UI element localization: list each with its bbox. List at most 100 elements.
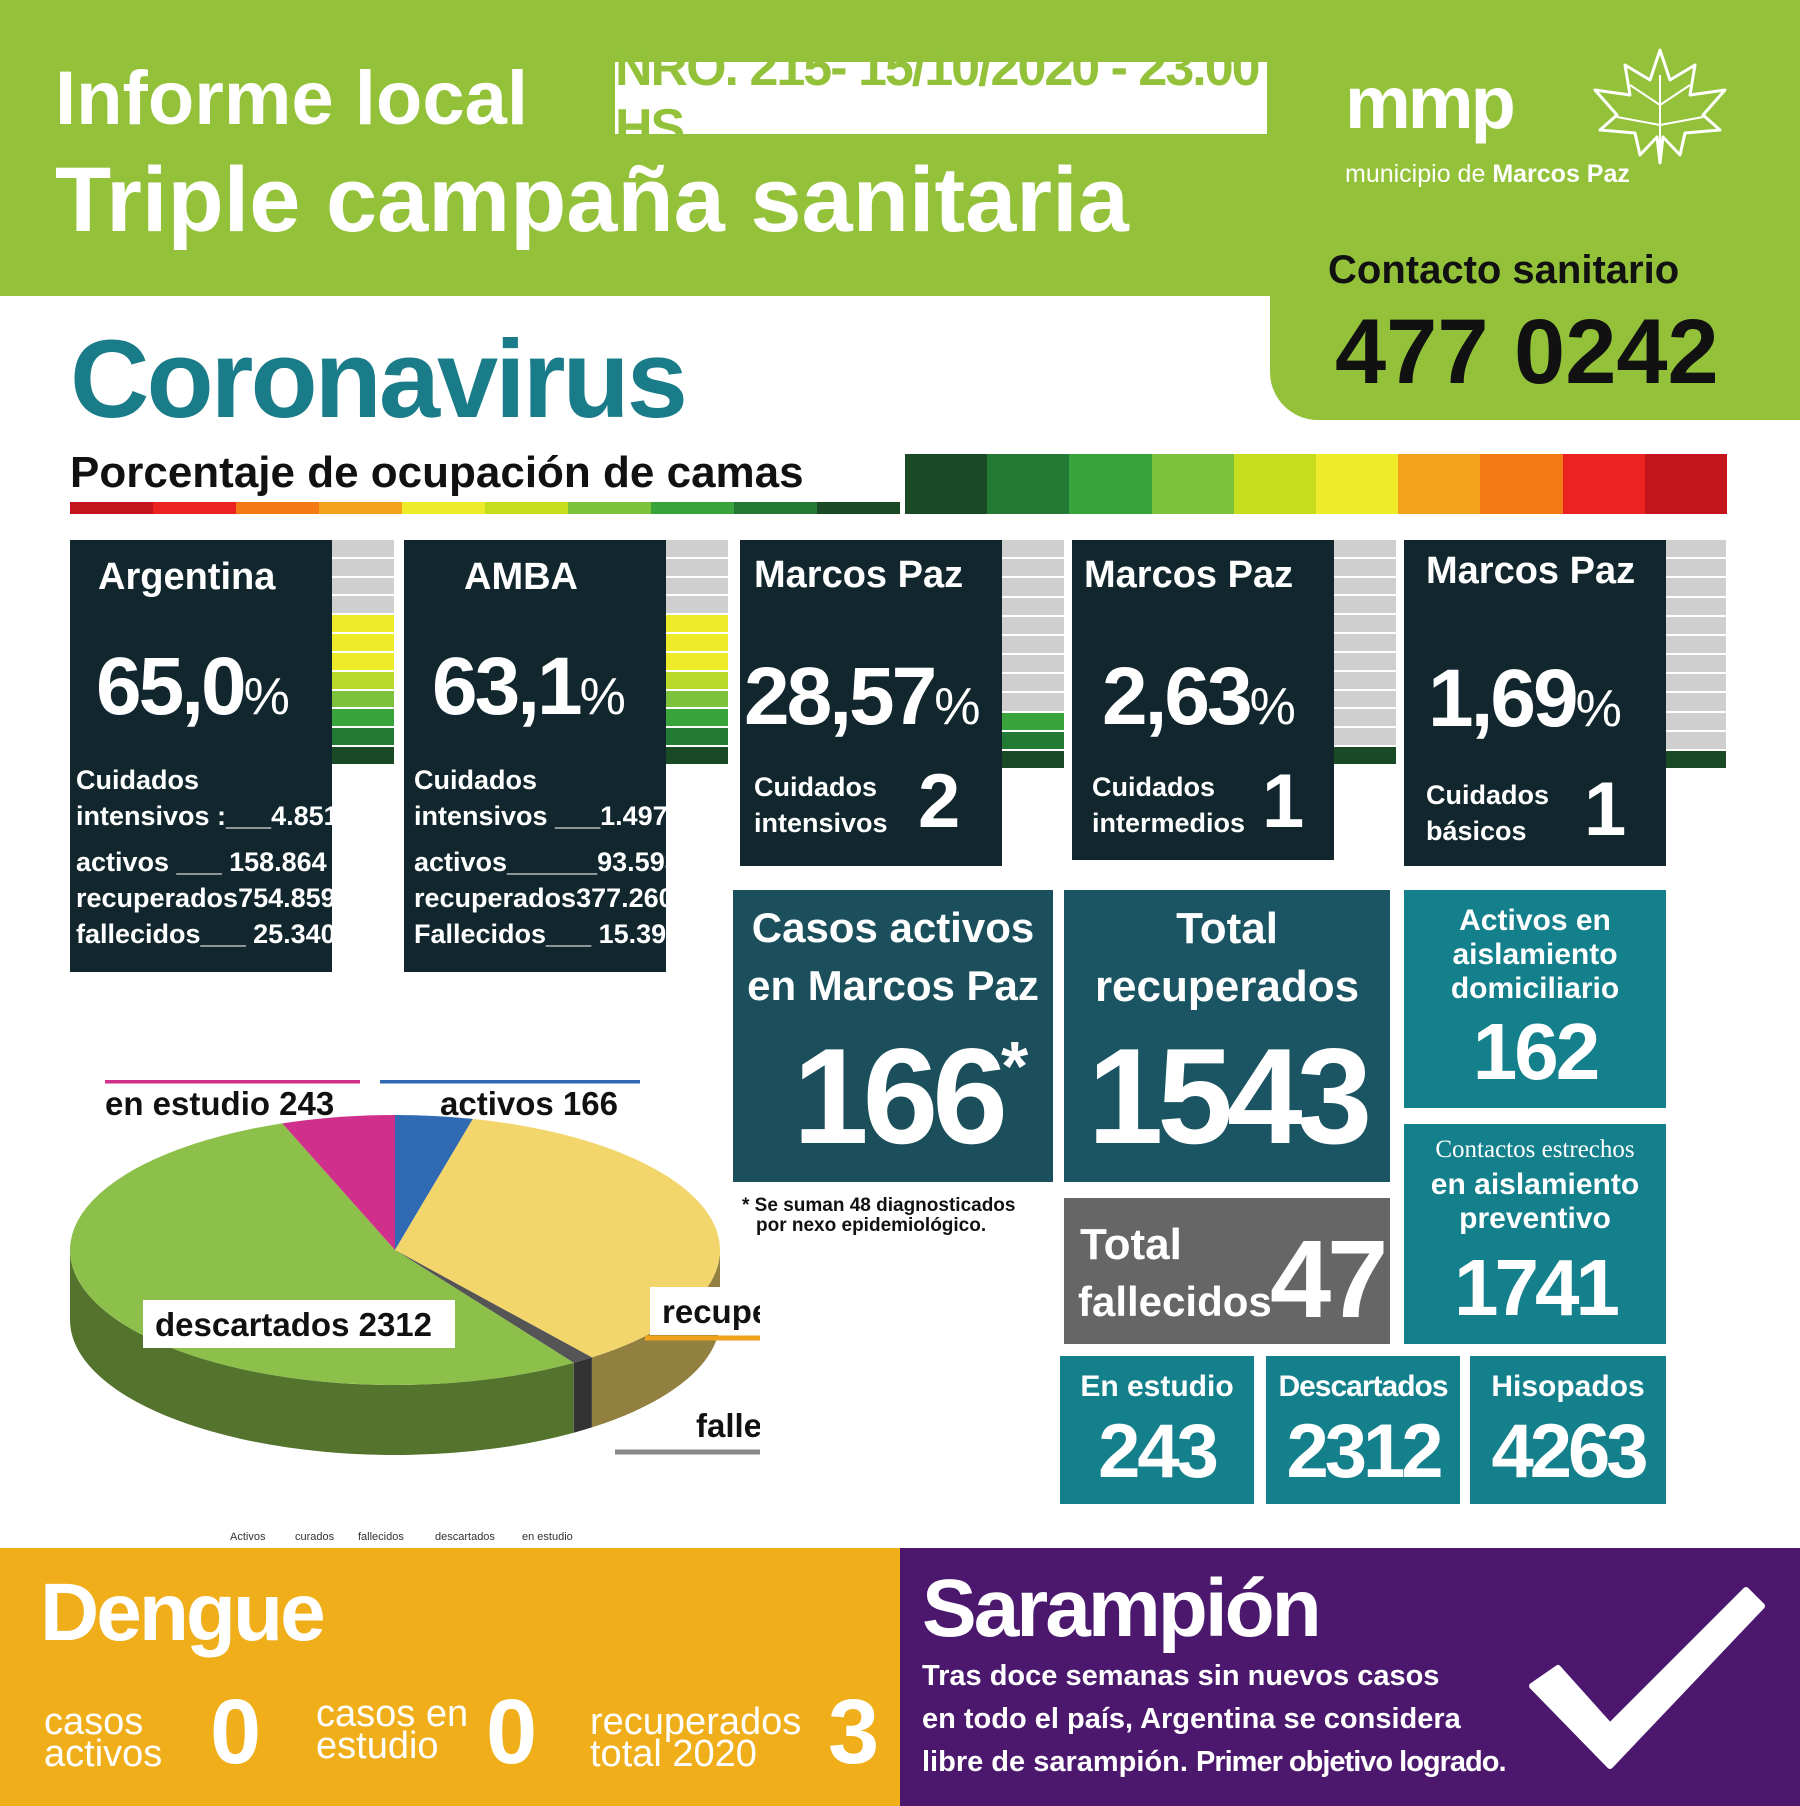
scale-swatch xyxy=(1562,454,1645,514)
swabs-label: Hisopados xyxy=(1491,1370,1645,1403)
total-deaths-label: Total xyxy=(1080,1220,1182,1269)
card-stat-line: Cuidados xyxy=(76,765,200,795)
card-region-name: Marcos Paz xyxy=(1084,554,1294,596)
dengue-recovered-value: 3 xyxy=(828,1681,880,1783)
contact-phone-number[interactable]: 477 0242 xyxy=(1335,301,1719,403)
bar-segment xyxy=(1666,693,1726,713)
bar-segment xyxy=(1666,731,1726,751)
in-study-box: En estudio 243 xyxy=(1060,1356,1254,1504)
underline-swatch xyxy=(734,502,817,514)
dengue-study-value: 0 xyxy=(486,1681,538,1783)
contact-label: Contacto sanitario xyxy=(1328,248,1680,292)
pie-legend-item: curados xyxy=(295,1531,335,1543)
active-cases-label: en Marcos Paz xyxy=(747,962,1039,1009)
scale-swatch xyxy=(1069,454,1152,514)
leaf-logo-icon xyxy=(1593,48,1727,165)
bar-segment xyxy=(1334,615,1396,635)
bar-segment xyxy=(1002,578,1064,598)
card-region-name: Marcos Paz xyxy=(1426,550,1636,592)
close-contacts-value: 1741 xyxy=(1454,1243,1620,1332)
municipality-logo: mmp xyxy=(1345,61,1516,144)
scale-swatch xyxy=(1480,454,1563,514)
underline-swatch xyxy=(236,502,319,514)
bar-segment xyxy=(1334,540,1396,559)
scale-swatch xyxy=(987,454,1070,514)
measles-text-line: libre de sarampión. Primer objetivo logr… xyxy=(922,1746,1507,1778)
coronavirus-title: Coronavirus xyxy=(70,318,688,441)
bar-segment xyxy=(1002,635,1064,656)
bar-segment xyxy=(1334,671,1396,691)
dengue-active-label: casos activos xyxy=(44,1701,163,1775)
dengue-title: Dengue xyxy=(40,1567,326,1658)
stat-card-argentina: Argentina 65,0% Cuidados intensivos :___… xyxy=(70,540,339,972)
card-stat-line: Cuidados xyxy=(414,765,538,795)
underline-swatch xyxy=(402,502,485,514)
dengue-active-value: 0 xyxy=(210,1681,262,1783)
card-stat-line: activos ___ 158.864 xyxy=(76,847,327,877)
card-occupancy-percent: 1,69% xyxy=(1428,653,1622,744)
occupancy-level-bar xyxy=(1334,540,1396,766)
active-cases-label: Casos activos xyxy=(751,904,1035,951)
bar-segment xyxy=(666,671,728,691)
bar-segment xyxy=(666,596,728,616)
bar-segment xyxy=(1002,597,1064,617)
active-cases-box: Casos activos en Marcos Paz 166 * xyxy=(733,890,1053,1182)
occupancy-level-bar xyxy=(1002,540,1064,771)
bar-segment xyxy=(332,577,394,597)
card-stat-line: recuperados377.260 xyxy=(414,883,674,913)
bar-segment xyxy=(1002,655,1064,675)
home-isolation-value: 162 xyxy=(1472,1007,1600,1096)
close-contacts-box: Contactos estrechos en aislamiento preve… xyxy=(1404,1124,1666,1344)
total-recovered-value: 1543 xyxy=(1087,1020,1373,1172)
bar-segment xyxy=(1002,693,1064,713)
bar-segment xyxy=(332,558,394,578)
underline-swatch xyxy=(319,502,402,514)
scale-swatch xyxy=(1151,454,1234,514)
occupancy-color-scale xyxy=(905,454,1728,514)
discarded-value: 2312 xyxy=(1286,1409,1443,1494)
pie-side-fallecidos xyxy=(573,1357,592,1433)
underline-swatch xyxy=(817,502,900,514)
card-care-label: Cuidados xyxy=(1426,780,1550,810)
bar-segment xyxy=(1334,747,1396,766)
home-isolation-label: Activos en xyxy=(1459,904,1611,937)
bar-segment xyxy=(666,540,728,559)
bar-segment xyxy=(1334,596,1396,616)
pie-label-en-estudio: en estudio 243 xyxy=(105,1085,334,1122)
bar-segment xyxy=(1666,540,1726,560)
total-deaths-value: 47 xyxy=(1270,1218,1388,1341)
bar-segment xyxy=(1666,559,1726,579)
occupancy-level-bar xyxy=(332,540,394,766)
dengue-recovered-label: recuperados total 2020 xyxy=(590,1701,802,1775)
report-title: Informe local xyxy=(55,56,528,141)
card-region-name: AMBA xyxy=(464,556,578,598)
bar-segment xyxy=(1334,558,1396,578)
card-stat-line: recuperados754.859 xyxy=(76,883,336,913)
pie-label-background xyxy=(143,1300,455,1348)
dengue-panel: Dengue casos activos 0 casos en estudio 0 … xyxy=(0,1548,900,1806)
swabs-box: Hisopados 4263 xyxy=(1470,1356,1666,1504)
stat-card-marcos-paz-basic: Marcos Paz 1,69% Cuidados básicos 1 xyxy=(1404,540,1666,866)
card-bed-count: 1 xyxy=(1584,767,1627,852)
active-cases-footnote: * Se suman 48 diagnosticados por nexo ep… xyxy=(742,1195,1016,1236)
bar-segment xyxy=(1334,634,1396,653)
measles-text-line: en todo el país, Argentina se considera xyxy=(922,1703,1461,1735)
card-occupancy-percent: 28,57% xyxy=(744,651,981,742)
pie-slice-activos xyxy=(395,1115,473,1250)
bar-segment xyxy=(332,652,394,672)
bar-segment xyxy=(666,709,728,729)
report-number-tag: NRO. 215- 15/10/2020 - 23.00 HS. xyxy=(615,39,1267,157)
card-bed-count: 2 xyxy=(918,759,961,844)
bar-segment xyxy=(332,596,394,616)
bar-segment xyxy=(1002,750,1064,771)
stat-card-marcos-paz-intermediate: Marcos Paz 2,63% Cuidados intermedios 1 xyxy=(1072,540,1334,860)
close-contacts-label: preventivo xyxy=(1459,1202,1611,1235)
scale-swatch xyxy=(1398,454,1481,514)
underline-swatch xyxy=(568,502,651,514)
total-recovered-label: recuperados xyxy=(1094,962,1360,1011)
bar-segment xyxy=(1002,731,1064,751)
pie-legend-item: en estudio xyxy=(522,1531,573,1543)
footnote-mark: * xyxy=(1001,1027,1029,1105)
pie-label-fallecidos: fallecidos 47 xyxy=(696,1407,760,1444)
pie-label-background xyxy=(650,1287,760,1335)
